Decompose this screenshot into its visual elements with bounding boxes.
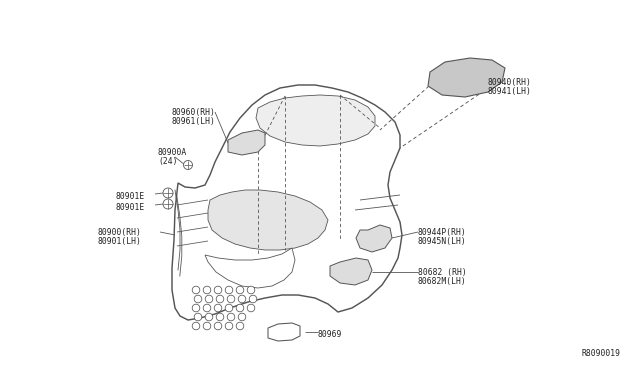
Circle shape xyxy=(225,322,233,330)
Circle shape xyxy=(194,295,202,303)
Polygon shape xyxy=(330,258,372,285)
Circle shape xyxy=(247,286,255,294)
Circle shape xyxy=(236,304,244,312)
Circle shape xyxy=(163,188,173,198)
Circle shape xyxy=(227,313,235,321)
Text: R8090019: R8090019 xyxy=(581,349,620,358)
Circle shape xyxy=(225,286,233,294)
Text: 80945N(LH): 80945N(LH) xyxy=(418,237,467,246)
Circle shape xyxy=(216,295,224,303)
Circle shape xyxy=(204,322,211,330)
Circle shape xyxy=(238,295,246,303)
Text: 80960(RH): 80960(RH) xyxy=(171,108,215,117)
Text: 80682M(LH): 80682M(LH) xyxy=(418,277,467,286)
Text: 80961(LH): 80961(LH) xyxy=(171,117,215,126)
Polygon shape xyxy=(228,130,265,155)
Polygon shape xyxy=(356,225,392,252)
Circle shape xyxy=(204,304,211,312)
Circle shape xyxy=(192,322,200,330)
Circle shape xyxy=(205,295,212,303)
Text: (24): (24) xyxy=(158,157,177,166)
Polygon shape xyxy=(172,85,402,320)
Circle shape xyxy=(192,286,200,294)
Polygon shape xyxy=(208,190,328,250)
Circle shape xyxy=(163,199,173,209)
Circle shape xyxy=(247,304,255,312)
Polygon shape xyxy=(268,323,300,341)
Text: 80901(LH): 80901(LH) xyxy=(98,237,142,246)
Circle shape xyxy=(225,304,233,312)
Circle shape xyxy=(192,304,200,312)
Circle shape xyxy=(194,313,202,321)
Circle shape xyxy=(214,322,222,330)
Text: 80900(RH): 80900(RH) xyxy=(98,228,142,237)
Polygon shape xyxy=(205,248,295,288)
Circle shape xyxy=(216,313,224,321)
Text: 80682 (RH): 80682 (RH) xyxy=(418,268,467,277)
Text: 80941(LH): 80941(LH) xyxy=(488,87,532,96)
Circle shape xyxy=(227,295,235,303)
Text: 80900A: 80900A xyxy=(158,148,188,157)
Circle shape xyxy=(249,295,257,303)
Text: 80901E: 80901E xyxy=(115,192,144,201)
Text: 80944P(RH): 80944P(RH) xyxy=(418,228,467,237)
Polygon shape xyxy=(428,58,505,97)
Circle shape xyxy=(238,313,246,321)
Text: 80940(RH): 80940(RH) xyxy=(488,78,532,87)
Circle shape xyxy=(205,313,212,321)
Circle shape xyxy=(214,304,222,312)
Circle shape xyxy=(204,286,211,294)
Polygon shape xyxy=(256,95,375,146)
Text: 80901E: 80901E xyxy=(115,203,144,212)
Circle shape xyxy=(184,160,193,170)
Text: 80969: 80969 xyxy=(318,330,342,339)
Circle shape xyxy=(236,286,244,294)
Circle shape xyxy=(214,286,222,294)
Circle shape xyxy=(236,322,244,330)
